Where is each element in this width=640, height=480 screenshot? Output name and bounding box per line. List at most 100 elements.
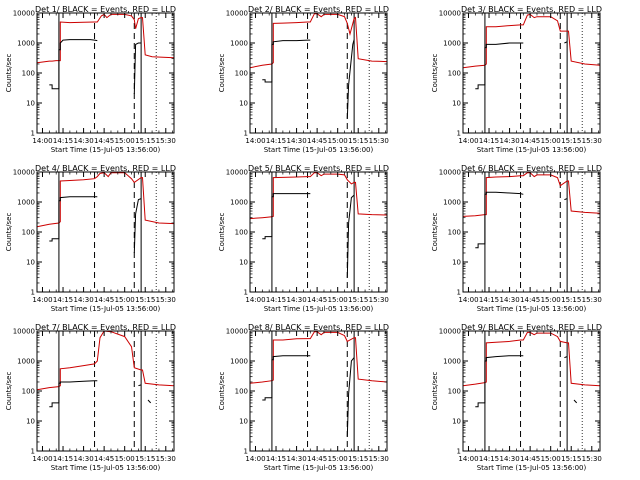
- y-axis-label: Counts/sec: [5, 213, 13, 252]
- x-axis-label: Start Time (15-Jul-05 13:56:00): [477, 305, 587, 313]
- y-tick-label: 1: [244, 448, 248, 456]
- x-tick-label: 15:30: [156, 296, 176, 304]
- x-tick-label: 14:00: [245, 455, 265, 463]
- y-tick-label: 10: [239, 259, 248, 267]
- chart-panel: 1 10 100 1000 10000 14:00 14:15 14:30 14:45 15:00…: [5, 323, 176, 472]
- x-axis-label: Start Time (15-Jul-05 13:56:00): [264, 146, 374, 154]
- y-tick-label: 10: [452, 418, 461, 426]
- x-tick-label: 14:00: [32, 455, 52, 463]
- x-tick-label: 14:15: [266, 455, 286, 463]
- x-tick-label: 14:00: [32, 137, 52, 145]
- lld-series-line: [249, 331, 388, 384]
- chart-title: Det 8/ BLACK = Events, RED = LLD: [248, 323, 389, 332]
- x-tick-label: 14:00: [458, 137, 478, 145]
- x-tick-label: 14:30: [73, 455, 93, 463]
- x-tick-label: 15:00: [328, 455, 348, 463]
- plot-frame: [462, 330, 601, 452]
- y-tick-label: 1: [244, 130, 248, 138]
- chart-title: Det 9/ BLACK = Events, RED = LLD: [461, 323, 602, 332]
- lld-series-line: [249, 172, 388, 220]
- chart-panel: 1 10 100 1000 10000 14:00 14:15 14:30 14:45 15:00…: [5, 5, 176, 154]
- y-tick-label: 10000: [226, 10, 248, 18]
- lld-series-line: [462, 172, 601, 217]
- x-tick-label: 15:30: [582, 137, 602, 145]
- x-tick-label: 15:00: [115, 137, 135, 145]
- x-tick-label: 15:00: [115, 296, 135, 304]
- x-tick-label: 14:30: [73, 137, 93, 145]
- y-tick-label: 1000: [17, 40, 35, 48]
- chart-title: Det 1/ BLACK = Events, RED = LLD: [35, 5, 176, 14]
- x-tick-label: 14:00: [458, 296, 478, 304]
- x-tick-label: 14:00: [245, 137, 265, 145]
- x-tick-label: 14:15: [266, 137, 286, 145]
- y-axis-label: Counts/sec: [218, 213, 226, 252]
- x-axis-label: Start Time (15-Jul-05 13:56:00): [51, 146, 161, 154]
- x-tick-label: 14:30: [499, 296, 519, 304]
- x-tick-label: 15:15: [135, 137, 155, 145]
- y-tick-label: 1000: [443, 199, 461, 207]
- lld-series-line: [462, 331, 601, 387]
- lld-series-line: [249, 13, 388, 69]
- x-tick-label: 14:45: [307, 137, 327, 145]
- x-tick-label: 15:00: [328, 137, 348, 145]
- x-tick-label: 14:00: [32, 296, 52, 304]
- y-tick-label: 1000: [443, 358, 461, 366]
- y-tick-label: 100: [235, 229, 248, 237]
- x-tick-label: 14:45: [307, 296, 327, 304]
- x-axis-label: Start Time (15-Jul-05 13:56:00): [51, 464, 161, 472]
- x-axis-label: Start Time (15-Jul-05 13:56:00): [477, 146, 587, 154]
- chart-panel: 1 10 100 1000 10000 14:00 14:15 14:30 14:45 15:00…: [5, 164, 176, 313]
- plot-frame: [249, 171, 388, 293]
- chart-title: Det 3/ BLACK = Events, RED = LLD: [461, 5, 602, 14]
- y-tick-label: 10000: [13, 10, 35, 18]
- x-tick-label: 14:30: [73, 296, 93, 304]
- y-tick-label: 1000: [230, 199, 248, 207]
- plot-frame: [462, 171, 601, 293]
- plot-frame: [36, 171, 175, 293]
- x-tick-label: 15:30: [582, 455, 602, 463]
- events-series-line: [475, 355, 578, 408]
- x-tick-label: 14:45: [307, 455, 327, 463]
- y-tick-label: 10: [26, 259, 35, 267]
- x-tick-label: 15:30: [582, 296, 602, 304]
- y-tick-label: 100: [448, 70, 461, 78]
- x-axis-label: Start Time (15-Jul-05 13:56:00): [264, 464, 374, 472]
- x-axis-label: Start Time (15-Jul-05 13:56:00): [477, 464, 587, 472]
- chart-panel: 1 10 100 1000 10000 14:00 14:15 14:30 14:45 15:00…: [218, 5, 389, 154]
- x-tick-label: 14:00: [458, 455, 478, 463]
- x-tick-label: 14:15: [479, 137, 499, 145]
- y-axis-label: Counts/sec: [218, 54, 226, 93]
- y-tick-label: 1: [457, 130, 461, 138]
- y-tick-label: 10: [26, 418, 35, 426]
- y-tick-label: 10: [239, 100, 248, 108]
- chart-panel: 1 10 100 1000 10000 14:00 14:15 14:30 14:45 15:00…: [218, 164, 389, 313]
- y-tick-label: 10: [239, 418, 248, 426]
- x-tick-label: 15:00: [541, 455, 561, 463]
- y-tick-label: 1000: [17, 358, 35, 366]
- x-tick-label: 14:30: [286, 455, 306, 463]
- x-tick-label: 15:00: [115, 455, 135, 463]
- y-tick-label: 1: [457, 289, 461, 297]
- x-tick-label: 15:15: [348, 137, 368, 145]
- x-tick-label: 14:45: [94, 296, 114, 304]
- lld-series-line: [36, 172, 175, 228]
- x-tick-label: 15:30: [369, 137, 389, 145]
- x-tick-label: 14:30: [499, 137, 519, 145]
- y-tick-label: 100: [22, 70, 35, 78]
- chart-panel: 1 10 100 1000 10000 14:00 14:15 14:30 14:45 15:00…: [431, 323, 602, 472]
- chart-panel: 1 10 100 1000 10000 14:00 14:15 14:30 14:45 15:00…: [431, 164, 602, 313]
- y-tick-label: 1000: [443, 40, 461, 48]
- x-tick-label: 15:15: [561, 296, 581, 304]
- y-tick-label: 100: [448, 229, 461, 237]
- x-tick-label: 14:45: [520, 455, 540, 463]
- y-tick-label: 10: [452, 259, 461, 267]
- y-tick-label: 10000: [439, 169, 461, 177]
- x-tick-label: 14:30: [499, 455, 519, 463]
- plot-frame: [36, 12, 175, 134]
- x-tick-label: 14:15: [53, 137, 73, 145]
- y-axis-label: Counts/sec: [5, 54, 13, 93]
- x-tick-label: 15:30: [156, 455, 176, 463]
- x-tick-label: 14:30: [286, 137, 306, 145]
- y-axis-label: Counts/sec: [431, 54, 439, 93]
